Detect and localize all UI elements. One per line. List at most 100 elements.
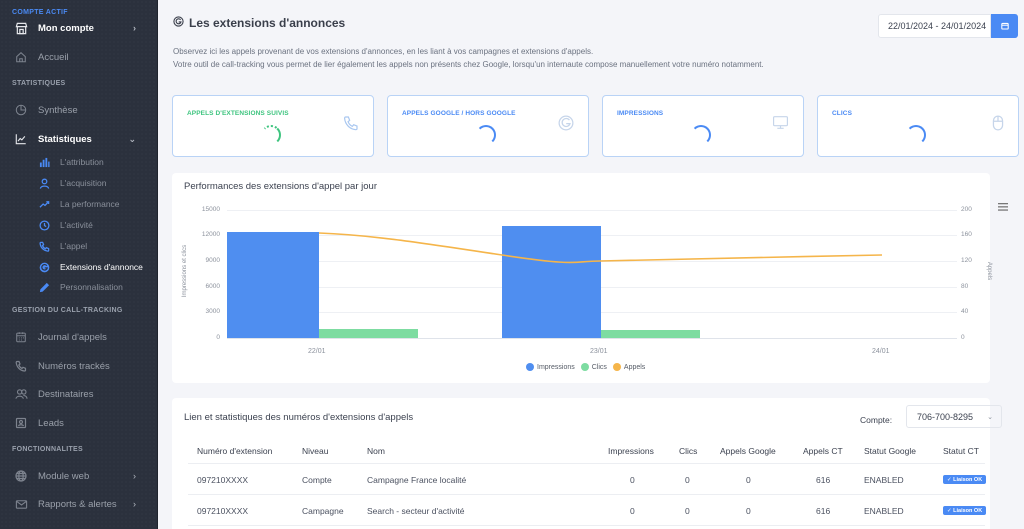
sidebar-subitem-activite[interactable]: L'activité <box>0 216 158 234</box>
sidebar-item-journal-appels[interactable]: Journal d'appels <box>0 327 158 347</box>
sidebar-item-label: Leads <box>38 417 64 429</box>
section-label-fonctionnalites: FONCTIONNALITES <box>12 446 83 453</box>
calendar-button[interactable] <box>991 14 1018 38</box>
legend-item-clics[interactable]: Clics <box>591 363 607 371</box>
row-divider <box>188 463 985 464</box>
sidebar-item-label: Rapports & alertes <box>38 498 117 510</box>
column-header-appels-ct[interactable]: Appels CT <box>803 446 843 456</box>
loading-spinner <box>476 125 496 145</box>
pencil-icon <box>38 281 50 293</box>
sidebar-subitem-label: L'appel <box>60 241 88 251</box>
sidebar-subitem-personnalisation[interactable]: Personnalisation <box>0 278 158 296</box>
date-range-input[interactable]: 22/01/2024 - 24/01/2024 <box>878 14 991 38</box>
x-tick: 22/01 <box>308 348 326 355</box>
sidebar-item-label: Numéros trackés <box>38 360 110 372</box>
sidebar-subitem-extensions-annonce[interactable]: Extensions d'annonce <box>0 258 158 276</box>
chevron-right-icon: › <box>133 471 136 481</box>
section-label-compte-actif: COMPTE ACTIF <box>12 9 68 16</box>
y2-tick: 40 <box>961 308 969 315</box>
cell-impressions: 0 <box>630 475 635 485</box>
section-label-statistiques: STATISTIQUES <box>12 80 66 87</box>
intro-line-2: Votre outil de call-tracking vous permet… <box>173 60 764 69</box>
sidebar-subitem-label: La performance <box>60 199 120 209</box>
cell-niveau: Compte <box>302 475 332 485</box>
sidebar-scrollbar[interactable] <box>157 0 158 529</box>
y-tick: 6000 <box>205 283 220 290</box>
clock-icon <box>38 219 50 231</box>
sidebar-subitem-appel[interactable]: L'appel <box>0 237 158 255</box>
sidebar-item-rapports-alertes[interactable]: Rapports & alertes › <box>0 494 158 514</box>
sidebar-item-statistiques[interactable]: Statistiques ⌄ <box>0 129 158 149</box>
y-tick: 0 <box>216 334 220 341</box>
column-header-appels-google[interactable]: Appels Google <box>720 446 776 456</box>
legend-item-appels[interactable]: Appels <box>623 363 646 371</box>
bar-impressions-22-01[interactable] <box>227 232 319 338</box>
legend-item-impressions[interactable]: Impressions <box>537 363 575 371</box>
chart-card: Performances des extensions d'appel par … <box>172 173 1008 383</box>
bar-clics-23-01[interactable] <box>601 330 700 338</box>
legend-dot-impressions <box>526 363 534 371</box>
column-header-numero[interactable]: Numéro d'extension <box>197 446 273 456</box>
extensions-table-card: Lien et statistiques des numéros d'exten… <box>172 398 1002 529</box>
sidebar-item-accueil[interactable]: Accueil <box>0 47 158 67</box>
kpi-label: APPELS D'EXTENSIONS SUIVIS <box>187 110 289 117</box>
y2-tick: 80 <box>961 283 969 290</box>
cell-appels-google: 0 <box>746 506 751 516</box>
kpi-card-impressions: IMPRESSIONS <box>602 95 804 157</box>
google-icon <box>38 261 50 273</box>
section-label-gestion: GESTION DU CALL-TRACKING <box>12 307 123 314</box>
sidebar-subitem-label: Personnalisation <box>60 282 123 292</box>
column-header-niveau[interactable]: Niveau <box>302 446 329 456</box>
sidebar-subitem-label: L'attribution <box>60 157 104 167</box>
cell-impressions: 0 <box>630 506 635 516</box>
x-tick: 24/01 <box>872 348 890 355</box>
column-header-clics[interactable]: Clics <box>679 446 698 456</box>
sidebar-item-numeros-trackes[interactable]: Numéros trackés <box>0 356 158 376</box>
sidebar-subitem-performance[interactable]: La performance <box>0 195 158 213</box>
page-title: Les extensions d'annonces <box>173 16 345 30</box>
status-badge: ✓ Liaison OK <box>943 506 987 515</box>
cell-clics: 0 <box>685 475 690 485</box>
phone-icon <box>343 115 359 136</box>
kpi-card-appels-extensions: APPELS D'EXTENSIONS SUIVIS <box>172 95 374 157</box>
phone-icon <box>14 359 28 373</box>
sidebar-item-leads[interactable]: Leads <box>0 413 158 433</box>
sidebar-item-synthese[interactable]: Synthèse <box>0 100 158 120</box>
cell-nom: Campagne France localité <box>367 475 467 485</box>
account-select[interactable]: 706-700-8295 ⌄ <box>906 405 1002 428</box>
sidebar-item-label: Statistiques <box>38 133 92 145</box>
row-divider <box>188 525 985 526</box>
chart-title: Performances des extensions d'appel par … <box>184 181 377 192</box>
chevron-down-icon: ⌄ <box>128 133 136 144</box>
column-header-nom[interactable]: Nom <box>367 446 385 456</box>
main-content: Les extensions d'annonces Observez ici l… <box>158 0 1024 529</box>
monitor-icon <box>772 115 789 135</box>
phone-icon <box>38 240 50 252</box>
y-tick: 3000 <box>205 308 220 315</box>
line-chart-icon <box>14 132 28 146</box>
sidebar-item-module-web[interactable]: Module web › <box>0 466 158 486</box>
store-icon <box>14 21 28 35</box>
bar-chart-icon <box>38 156 50 168</box>
bar-clics-22-01[interactable] <box>319 329 418 338</box>
column-header-impressions[interactable]: Impressions <box>608 446 654 456</box>
status-badge: ✓ Liaison OK <box>943 475 987 484</box>
mouse-icon <box>992 115 1004 136</box>
cell-clics: 0 <box>685 506 690 516</box>
y2-tick: 0 <box>961 334 965 341</box>
cell-appels-ct: 616 <box>816 475 831 485</box>
column-header-statut-ct[interactable]: Statut CT <box>943 446 979 456</box>
sidebar-subitem-acquisition[interactable]: L'acquisition <box>0 174 158 192</box>
loading-spinner <box>261 125 281 145</box>
contact-card-icon <box>14 416 28 430</box>
chart-menu-icon[interactable] <box>998 198 1008 211</box>
kpi-card-clics: CLICS <box>817 95 1019 157</box>
sidebar-item-destinataires[interactable]: Destinataires <box>0 384 158 404</box>
column-header-statut-google[interactable]: Statut Google <box>864 446 916 456</box>
chevron-down-icon: ⌄ <box>987 413 993 421</box>
sidebar-subitem-attribution[interactable]: L'attribution <box>0 153 158 171</box>
sidebar-item-mon-compte[interactable]: Mon compte › <box>0 18 158 38</box>
y2-tick: 120 <box>961 257 972 264</box>
y-tick: 15000 <box>201 206 220 213</box>
bar-impressions-23-01[interactable] <box>502 226 601 338</box>
